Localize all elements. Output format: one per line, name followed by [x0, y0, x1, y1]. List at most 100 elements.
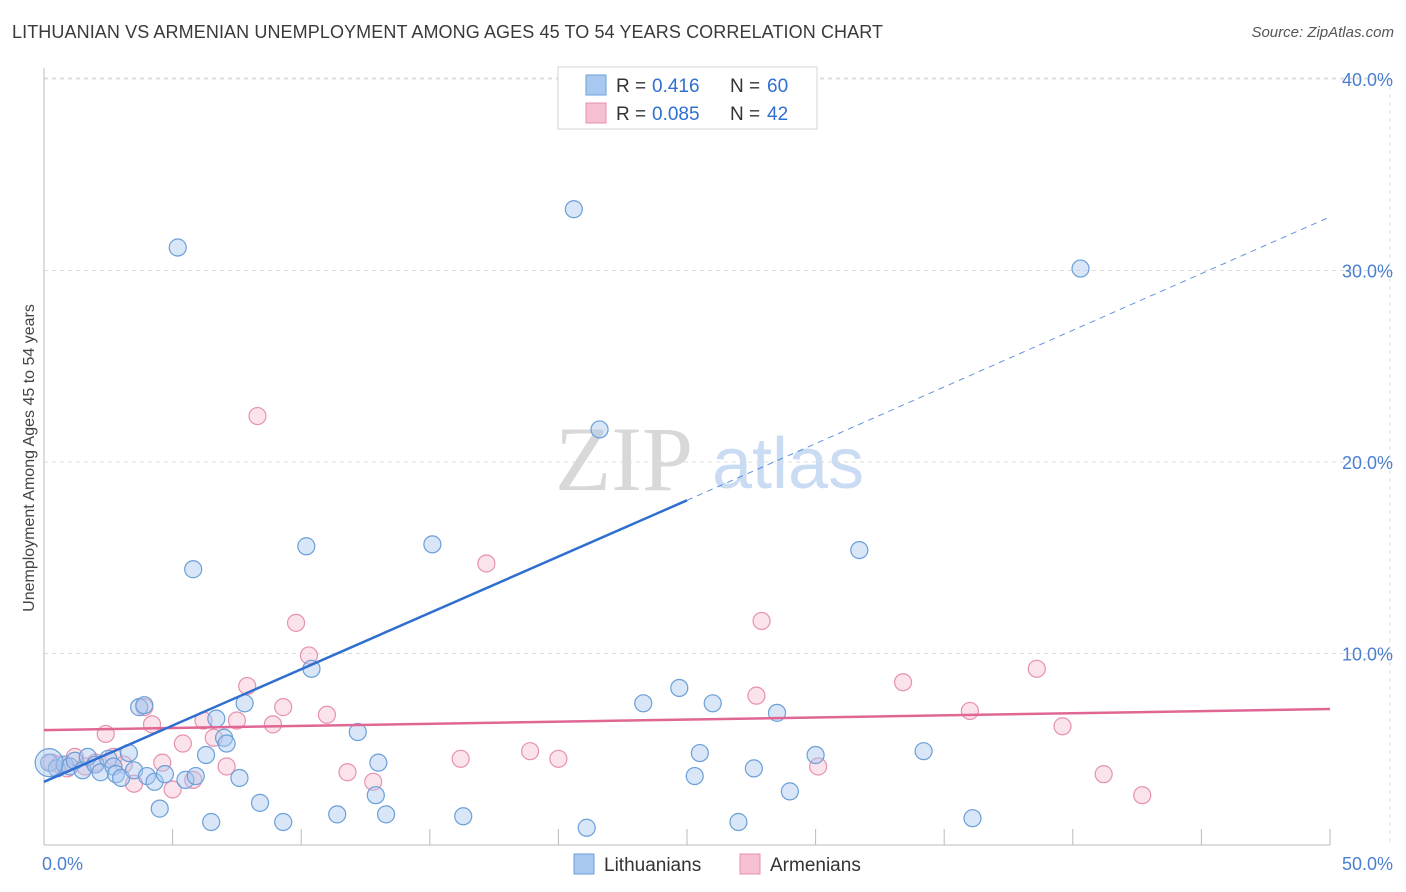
- lithuanians-point: [914, 742, 933, 761]
- stats-n-label-2: N =: [730, 104, 760, 125]
- watermark-atlas: atlas: [712, 424, 864, 504]
- legend-swatch-lithuanians: [573, 853, 595, 875]
- lithuanians-points: [34, 200, 1090, 837]
- lithuanians-point: [150, 799, 169, 818]
- chart-title: LITHUANIAN VS ARMENIAN UNEMPLOYMENT AMON…: [12, 22, 884, 42]
- armenians-point: [549, 749, 568, 768]
- lithuanians-point: [963, 809, 982, 828]
- armenians-point: [1094, 765, 1113, 784]
- armenians-point: [451, 749, 470, 768]
- lithuanians-point: [369, 753, 388, 772]
- lithuanians-point: [690, 743, 709, 763]
- armenians-point: [286, 613, 306, 632]
- armenians-point: [317, 705, 337, 724]
- stats-n-value-2: 42: [767, 104, 788, 125]
- lithuanians-point: [590, 420, 609, 439]
- lithuanians-point: [230, 768, 249, 788]
- stats-r-value-1: 0.416: [652, 76, 700, 97]
- legend: Lithuanians Armenians: [573, 853, 861, 876]
- lithuanians-point: [685, 766, 704, 786]
- armenians-point: [274, 698, 293, 717]
- lithuanians-point: [196, 745, 216, 765]
- x-tick-label-max: 50.0%: [1342, 854, 1393, 874]
- lithuanians-point: [184, 560, 203, 579]
- lithuanians-point: [1071, 259, 1090, 278]
- lithuanians-point: [577, 818, 596, 837]
- armenians-point: [477, 554, 496, 573]
- y-tick-label: 30.0%: [1342, 262, 1393, 282]
- lithuanians-point: [850, 540, 869, 560]
- legend-label-armenians: Armenians: [770, 855, 861, 876]
- axes: [43, 68, 1331, 846]
- lithuanians-point: [186, 766, 205, 786]
- lithuanians-point: [780, 782, 799, 801]
- x-tick-label-min: 0.0%: [42, 854, 83, 874]
- armenians-point: [747, 686, 766, 705]
- lithuanians-point: [202, 812, 221, 832]
- lithuanians-point: [217, 734, 236, 753]
- stats-n-value-1: 60: [767, 76, 788, 97]
- lithuanians-point: [634, 694, 653, 713]
- armenians-point: [173, 734, 192, 753]
- armenians-point: [809, 757, 828, 776]
- armenians-point: [1053, 717, 1072, 736]
- armenians-point: [263, 715, 283, 734]
- lithuanians-point: [806, 745, 825, 765]
- lithuanians-point: [274, 812, 293, 832]
- stats-n-label-1: N =: [730, 76, 760, 97]
- lithuanians-point: [135, 696, 154, 715]
- armenians-point: [960, 701, 980, 721]
- armenians-point: [893, 673, 913, 692]
- armenians-point: [1027, 659, 1046, 678]
- lithuanians-point: [207, 709, 226, 728]
- lithuanians-point: [454, 807, 473, 826]
- tick-labels: 10.0% 20.0% 30.0% 40.0% 0.0% 50.0%: [42, 70, 1393, 874]
- lithuanians-point: [703, 694, 722, 713]
- armenians-points: [42, 406, 1152, 805]
- lithuanians-point: [155, 765, 174, 784]
- armenians-point: [217, 757, 236, 776]
- lithuanians-point: [145, 772, 164, 791]
- lithuanians-point: [168, 238, 187, 257]
- lithuanians-point: [348, 722, 367, 742]
- lithuanians-point: [250, 793, 270, 812]
- armenians-point: [752, 611, 771, 631]
- armenians-point: [1133, 786, 1152, 805]
- armenians-point: [248, 406, 267, 426]
- stats-swatch-lithuanians: [585, 74, 607, 96]
- armenians-trend-line: [43, 707, 1331, 732]
- armenians-point: [364, 772, 383, 791]
- lithuanians-cluster-point: [34, 748, 64, 778]
- lithuanians-point: [744, 759, 763, 778]
- armenians-point: [521, 742, 540, 761]
- stats-box: R = 0.416 N = 60 R = 0.085 N = 42: [557, 66, 818, 130]
- legend-label-lithuanians: Lithuanians: [604, 855, 701, 876]
- stats-r-value-2: 0.085: [652, 104, 700, 125]
- lithuanians-point: [423, 535, 442, 554]
- gridlines: [44, 77, 1391, 845]
- lithuanians-point: [376, 805, 396, 824]
- stats-r-label-2: R =: [616, 104, 646, 125]
- y-tick-label: 20.0%: [1342, 453, 1393, 473]
- armenians-point: [338, 763, 357, 782]
- source-label: Source: ZipAtlas.com: [1251, 24, 1394, 41]
- lithuanians-trend-extension: [686, 216, 1331, 501]
- legend-swatch-armenians: [739, 853, 761, 875]
- armenians-point: [153, 753, 172, 772]
- lithuanians-point: [670, 678, 689, 698]
- lithuanians-trend-line: [43, 499, 688, 783]
- stats-swatch-armenians: [585, 102, 607, 124]
- lithuanians-point: [366, 786, 385, 805]
- lithuanians-point: [297, 537, 316, 556]
- stats-r-label-1: R =: [616, 76, 646, 97]
- lithuanians-point: [176, 770, 195, 789]
- lithuanians-point: [729, 812, 748, 832]
- y-tick-label: 10.0%: [1342, 645, 1393, 665]
- armenians-point: [227, 711, 246, 730]
- lithuanians-point: [564, 200, 583, 219]
- armenians-point: [299, 646, 319, 665]
- trend-lines: [43, 216, 1331, 783]
- armenians-point: [163, 780, 182, 799]
- armenians-point: [142, 715, 162, 734]
